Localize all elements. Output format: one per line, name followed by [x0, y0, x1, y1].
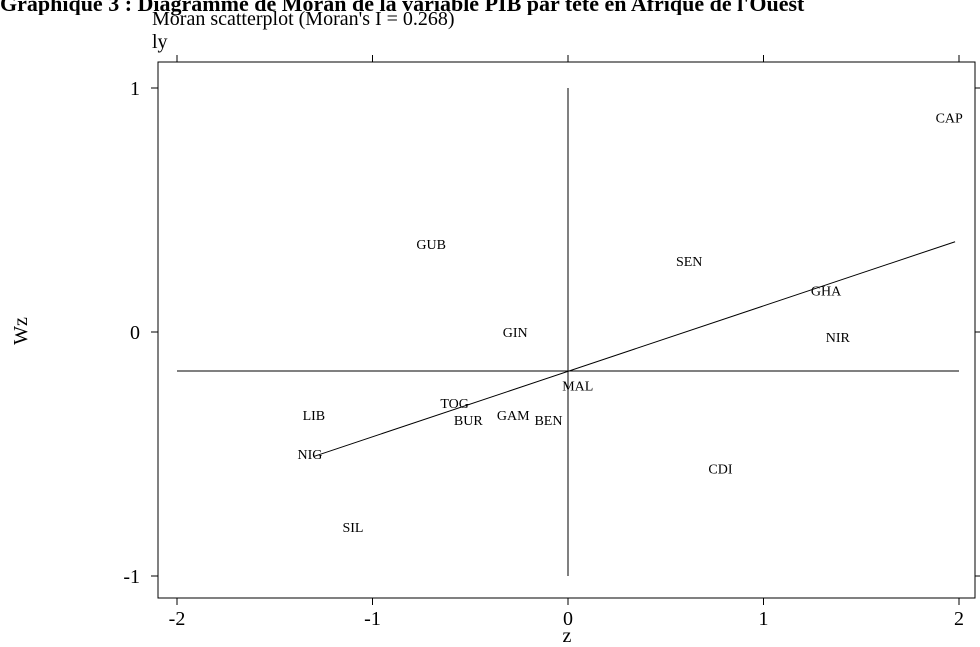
point-label: BEN — [534, 414, 562, 429]
x-tick-label: -1 — [364, 608, 381, 630]
points-group: CAP GUB SEN GHA GIN NIR MAL TOG LIB GAM BUR BEN NIG C… — [297, 111, 963, 536]
point-label: NIR — [826, 331, 851, 346]
x-tick-label: 0 — [563, 608, 573, 630]
point-label: NIG — [297, 448, 322, 463]
regression-line — [313, 241, 956, 457]
x-tick-label: -2 — [169, 608, 186, 630]
y-tick-label: 1 — [130, 78, 140, 100]
x-axis-label: z — [563, 625, 572, 647]
point-label: CAP — [936, 111, 963, 126]
regression-group — [313, 241, 956, 457]
point-label: SIL — [342, 521, 363, 536]
point-label: GIN — [503, 326, 528, 341]
plot-frame — [157, 61, 976, 599]
point-label: GAM — [497, 409, 530, 424]
point-label: BUR — [454, 414, 483, 429]
point-label: GHA — [811, 285, 842, 300]
point-label: GUB — [416, 238, 446, 253]
chart-title: Moran scatterplot (Moran's I = 0.268) — [152, 8, 455, 30]
y-tick-label: -1 — [123, 566, 140, 588]
y-tick-label: 0 — [130, 322, 140, 344]
point-label: SEN — [676, 255, 702, 270]
point-label: MAL — [562, 380, 593, 395]
point-label: CDI — [708, 463, 732, 478]
figure-caption: Graphique 3 : Diagramme de Moran de la v… — [0, 0, 805, 15]
point-label: TOG — [440, 397, 469, 412]
chart-subtitle: ly — [152, 31, 168, 53]
y-axis-label: Wz — [10, 317, 32, 345]
x-tick-label: 2 — [954, 608, 964, 630]
x-tick-label: 1 — [759, 608, 769, 630]
ticks-group: -2 -1 0 1 2 -1 0 1 — [123, 55, 980, 630]
point-label: LIB — [303, 409, 326, 424]
